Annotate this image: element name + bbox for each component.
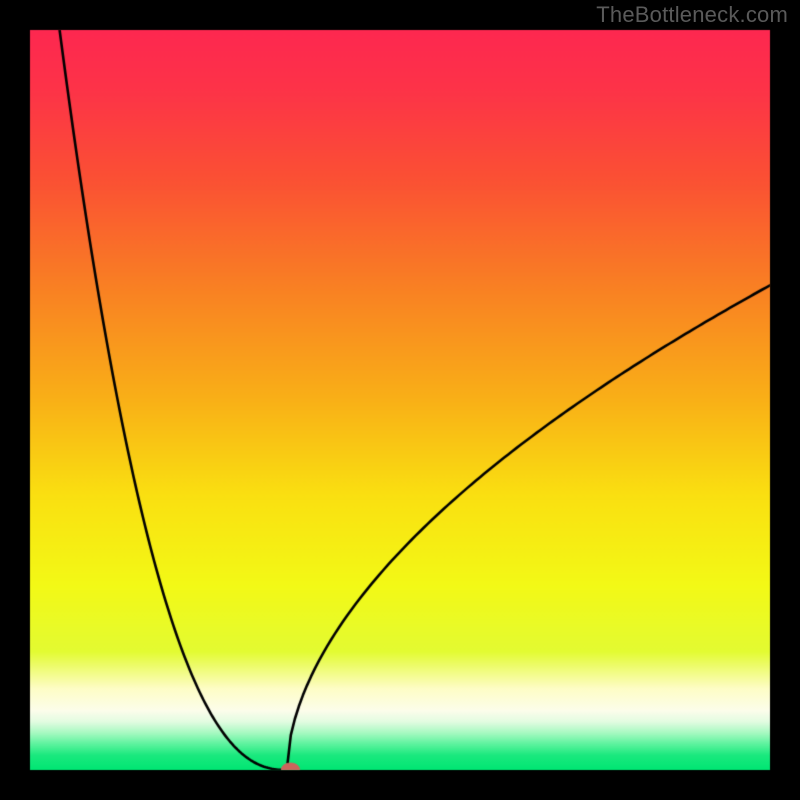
- curve-canvas: [0, 0, 800, 800]
- chart-stage: TheBottleneck.com: [0, 0, 800, 800]
